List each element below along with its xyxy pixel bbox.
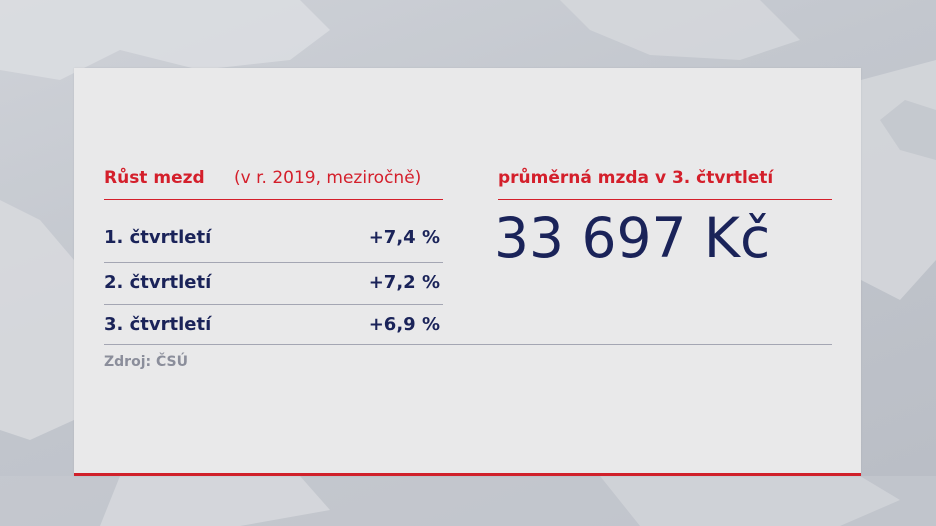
wage-growth-subtitle: (v r. 2019, meziročně) [234, 168, 422, 188]
right-header-divider [498, 199, 832, 200]
source-note: Zdroj: ČSÚ [104, 354, 188, 370]
wage-growth-title: Růst mezd [104, 168, 205, 188]
left-header-divider [104, 199, 443, 200]
quarter-growth-value: +7,2 % [368, 272, 440, 293]
quarter-row: 1. čtvrtletí +7,4 % [104, 220, 443, 263]
quarter-growth-value: +7,4 % [368, 227, 440, 248]
average-wage-value: 33 697 Kč [494, 206, 771, 270]
quarter-row: 2. čtvrtletí +7,2 % [104, 263, 443, 305]
wage-growth-header: Růst mezd (v r. 2019, meziročně) [104, 168, 444, 192]
quarter-label: 1. čtvrtletí [104, 227, 212, 248]
quarter-label: 3. čtvrtletí [104, 314, 212, 335]
quarter-row: 3. čtvrtletí +6,9 % [104, 305, 443, 346]
info-card: Růst mezd (v r. 2019, meziročně) 1. čtvr… [74, 68, 861, 476]
quarter-rows: 1. čtvrtletí +7,4 % 2. čtvrtletí +7,2 % … [104, 220, 443, 346]
quarter-label: 2. čtvrtletí [104, 272, 212, 293]
average-wage-title: průměrná mzda v 3. čtvrtletí [498, 168, 774, 188]
source-divider [104, 344, 832, 345]
quarter-growth-value: +6,9 % [368, 314, 440, 335]
card-bottom-accent [74, 473, 861, 476]
